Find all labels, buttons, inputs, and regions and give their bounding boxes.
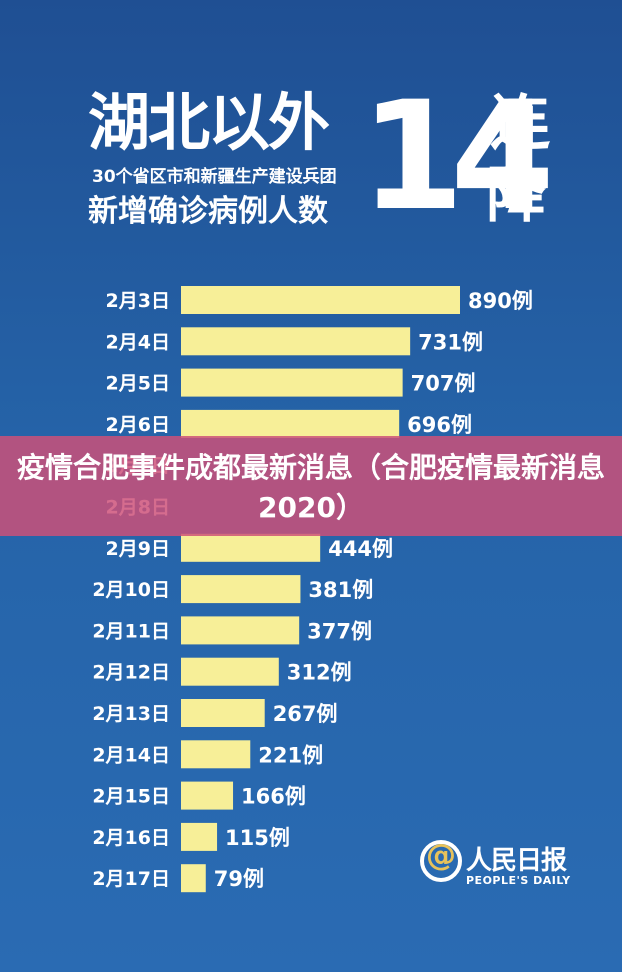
bar bbox=[181, 864, 206, 893]
value-label: 731例 bbox=[418, 330, 483, 354]
value-label: 166例 bbox=[241, 785, 306, 809]
bar bbox=[181, 781, 234, 810]
bar bbox=[181, 327, 411, 356]
category-label: 2月3日 bbox=[106, 290, 170, 312]
logo-name-cn: 人民日报 bbox=[466, 846, 567, 876]
title-subtitle: 30个省区市和新疆生产建设兵团 bbox=[92, 167, 337, 187]
bar bbox=[181, 657, 279, 686]
value-label: 381例 bbox=[308, 578, 373, 602]
bar bbox=[181, 575, 301, 604]
value-label: 890例 bbox=[468, 289, 533, 313]
category-label: 2月17日 bbox=[92, 868, 170, 890]
value-label: 221例 bbox=[258, 743, 323, 767]
title-subtitle-2: 新增确诊病例人数 bbox=[88, 194, 328, 229]
overlay-banner bbox=[0, 436, 622, 536]
value-label: 115例 bbox=[225, 826, 290, 850]
category-label: 2月10日 bbox=[92, 579, 170, 601]
value-label: 444例 bbox=[328, 537, 393, 561]
value-label: 696例 bbox=[407, 413, 472, 437]
banner-headline: 疫情合肥事件成都最新消息（合肥疫情最新消息2020） bbox=[16, 451, 605, 524]
peoples-daily-logo: @ 人民日报 PEOPLE'S DAILY bbox=[420, 838, 580, 892]
bar bbox=[181, 286, 460, 314]
category-label: 2月14日 bbox=[92, 744, 170, 766]
value-label: 377例 bbox=[307, 619, 372, 643]
bar bbox=[181, 740, 251, 769]
value-label: 707例 bbox=[411, 372, 476, 396]
category-label: 2月5日 bbox=[106, 373, 170, 395]
title-big-number: 14 bbox=[360, 70, 555, 244]
value-label: 79例 bbox=[214, 867, 264, 891]
category-label: 2月15日 bbox=[92, 786, 170, 808]
category-label: 2月6日 bbox=[106, 414, 170, 436]
bar bbox=[181, 368, 403, 397]
category-label: 2月16日 bbox=[92, 827, 170, 849]
title-char-jiang: 降 bbox=[486, 161, 546, 231]
bar bbox=[181, 616, 300, 645]
bar bbox=[181, 409, 400, 438]
category-label: 2月9日 bbox=[106, 538, 170, 560]
value-label: 312例 bbox=[287, 661, 352, 685]
logo-at-icon: @ bbox=[426, 838, 456, 873]
bar bbox=[181, 533, 321, 562]
category-label: 2月13日 bbox=[92, 703, 170, 725]
value-label: 267例 bbox=[273, 702, 338, 726]
category-label: 2月4日 bbox=[106, 331, 170, 353]
bar bbox=[181, 822, 218, 851]
title-char-lian: 连 bbox=[490, 89, 550, 159]
title-main: 湖北以外 bbox=[88, 86, 330, 159]
category-label: 2月12日 bbox=[92, 662, 170, 684]
logo-name-en: PEOPLE'S DAILY bbox=[466, 874, 571, 887]
category-label: 2月11日 bbox=[92, 620, 170, 642]
bar bbox=[181, 699, 265, 727]
logo-ring-icon bbox=[420, 840, 462, 882]
